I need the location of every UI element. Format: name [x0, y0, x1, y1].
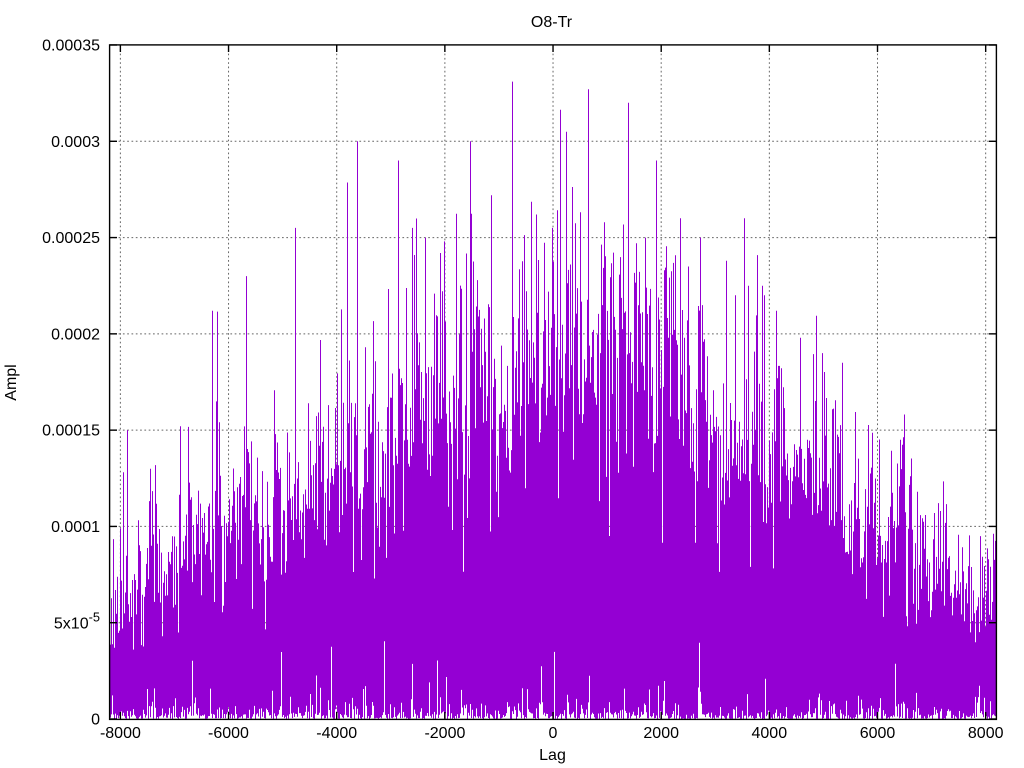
svg-text:0.0003: 0.0003 — [51, 134, 100, 151]
svg-text:Lag: Lag — [539, 747, 566, 764]
svg-text:2000: 2000 — [643, 725, 679, 742]
svg-text:0.00035: 0.00035 — [42, 38, 100, 55]
svg-text:4000: 4000 — [752, 725, 788, 742]
svg-text:0.00025: 0.00025 — [42, 230, 100, 247]
svg-text:0.0002: 0.0002 — [51, 327, 100, 344]
svg-text:0: 0 — [549, 725, 558, 742]
svg-text:0: 0 — [91, 712, 100, 729]
svg-text:0.00015: 0.00015 — [42, 423, 100, 440]
svg-text:5x10: 5x10 — [54, 615, 89, 632]
svg-text:Ampl: Ampl — [3, 364, 20, 400]
svg-text:-8000: -8000 — [100, 725, 141, 742]
svg-text:-2000: -2000 — [424, 725, 465, 742]
svg-text:8000: 8000 — [968, 725, 1004, 742]
svg-text:-5: -5 — [89, 610, 100, 625]
svg-text:6000: 6000 — [860, 725, 896, 742]
svg-text:-6000: -6000 — [208, 725, 249, 742]
svg-text:O8-Tr: O8-Tr — [531, 14, 573, 31]
svg-text:0.0001: 0.0001 — [51, 519, 100, 536]
svg-text:-4000: -4000 — [316, 725, 357, 742]
